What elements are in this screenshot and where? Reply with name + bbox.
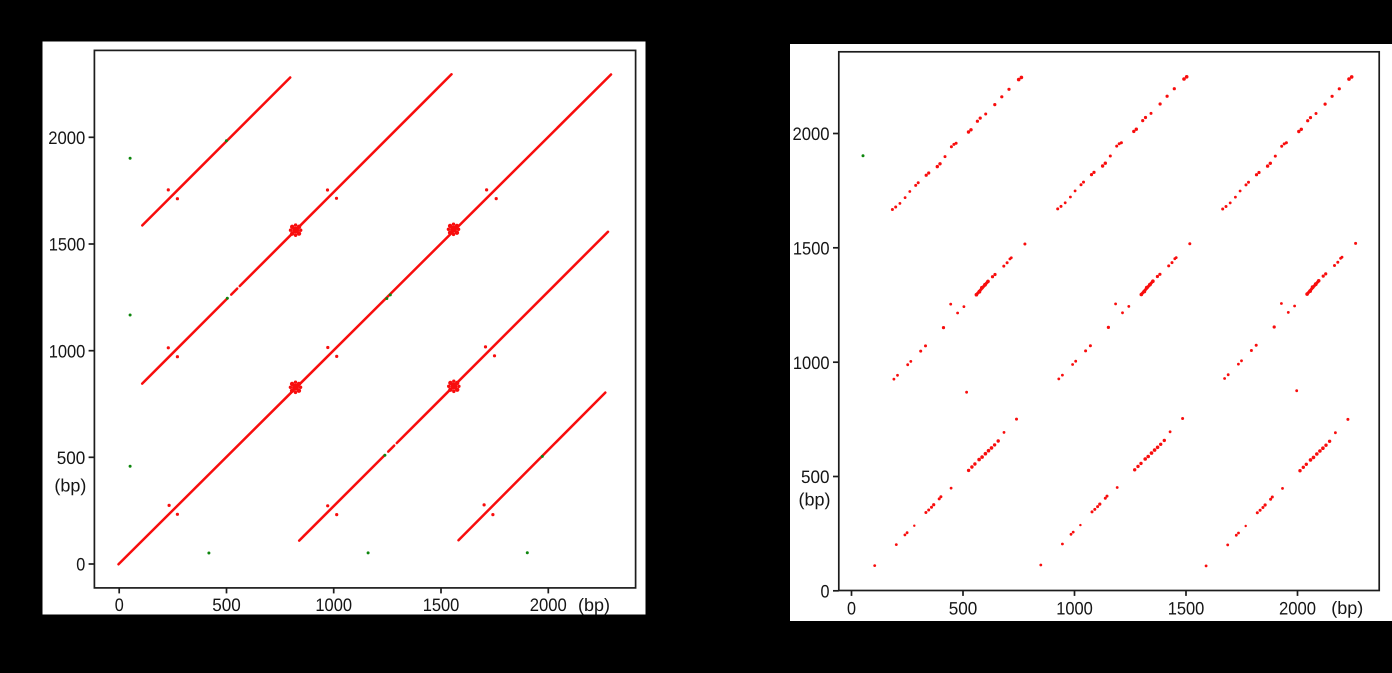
- svg-text:1500: 1500: [423, 595, 460, 615]
- svg-text:1000: 1000: [793, 353, 830, 373]
- svg-text:500: 500: [801, 467, 830, 487]
- svg-text:1500: 1500: [1168, 599, 1205, 619]
- svg-text:2000: 2000: [1279, 599, 1316, 619]
- svg-text:1000: 1000: [49, 341, 86, 361]
- svg-text:0: 0: [821, 582, 830, 602]
- svg-text:(bp): (bp): [1331, 598, 1363, 618]
- svg-text:2000: 2000: [530, 595, 567, 615]
- svg-text:1000: 1000: [315, 595, 352, 615]
- svg-text:500: 500: [949, 599, 978, 619]
- svg-text:1000: 1000: [1056, 599, 1093, 619]
- svg-text:1500: 1500: [793, 239, 830, 259]
- svg-text:500: 500: [212, 595, 241, 615]
- svg-text:0: 0: [76, 555, 85, 575]
- svg-text:2000: 2000: [793, 124, 830, 144]
- svg-text:500: 500: [57, 448, 86, 468]
- svg-text:0: 0: [115, 595, 124, 615]
- svg-text:2000: 2000: [48, 128, 85, 148]
- svg-text:(bp): (bp): [54, 475, 86, 495]
- svg-text:(bp): (bp): [799, 490, 831, 510]
- svg-text:1500: 1500: [49, 235, 86, 255]
- svg-text:0: 0: [847, 599, 856, 619]
- svg-text:(bp): (bp): [578, 595, 610, 615]
